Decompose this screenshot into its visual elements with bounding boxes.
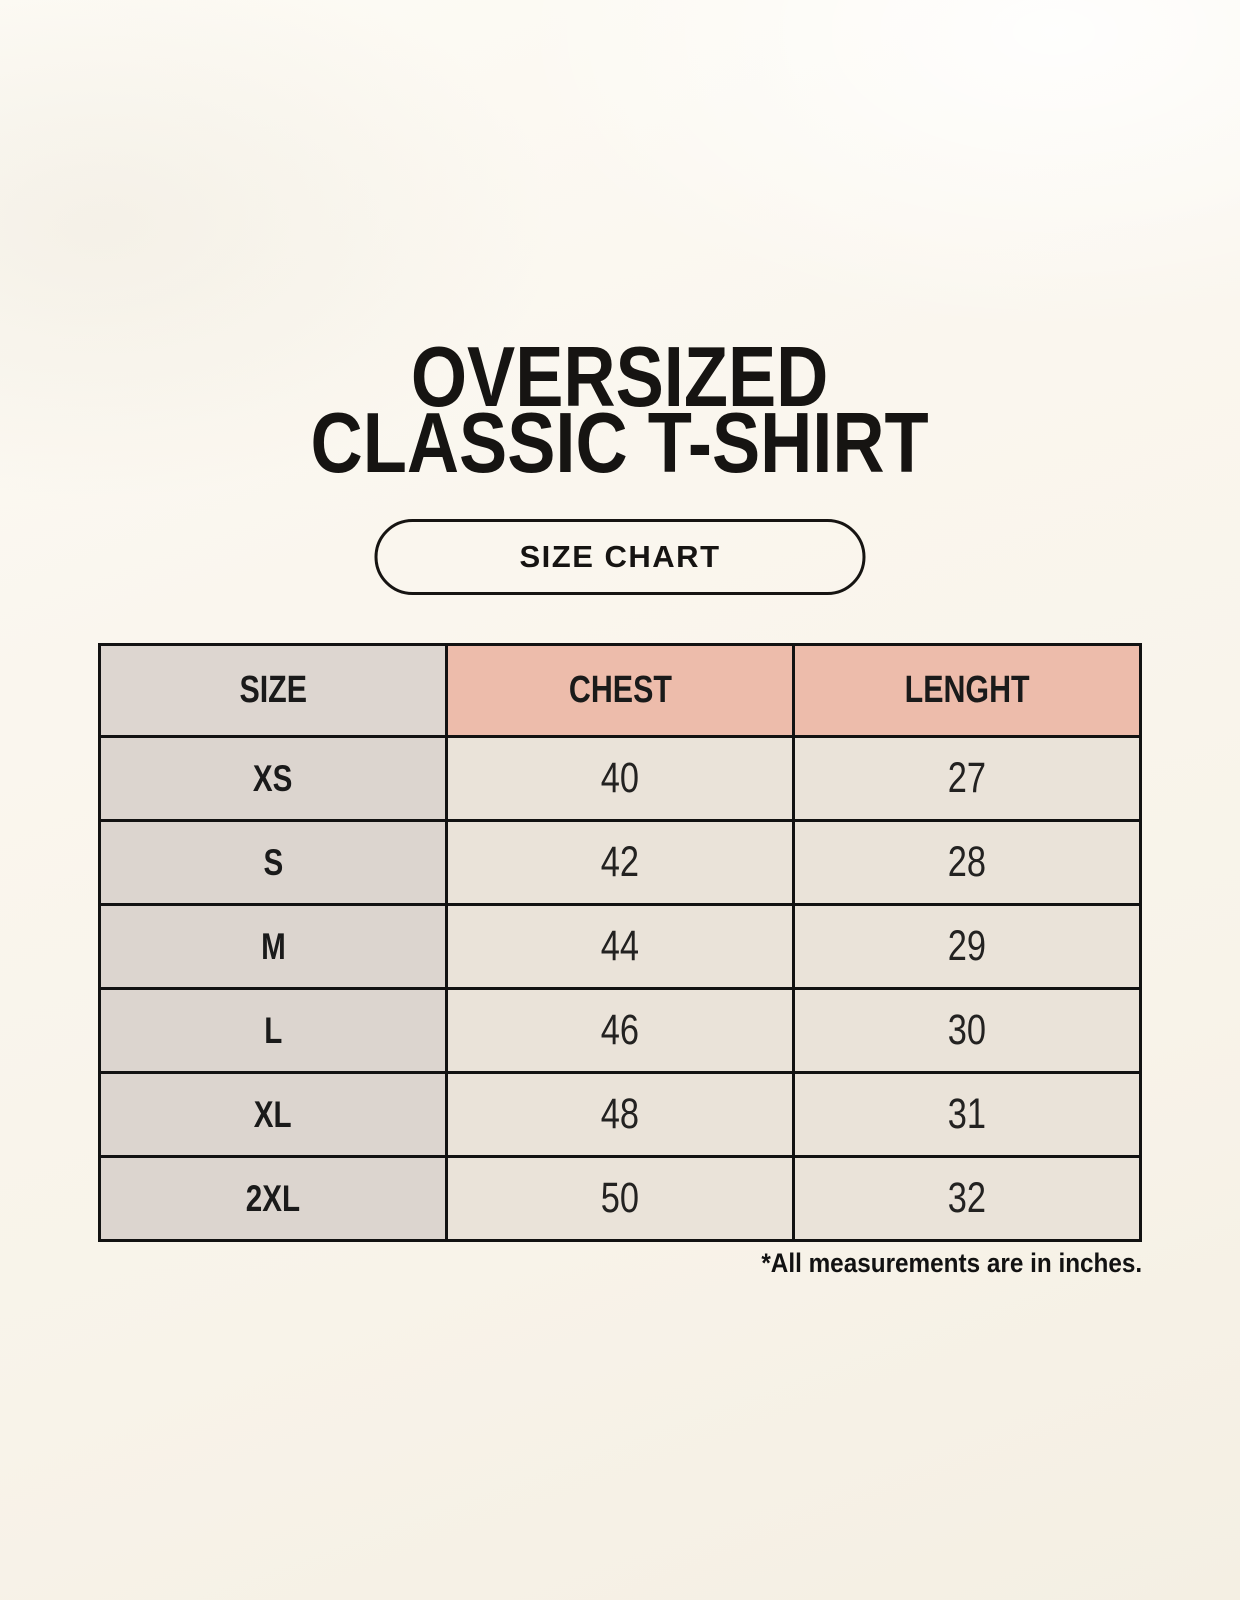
chest-value-cell: 40 — [445, 735, 795, 822]
chest-value-cell: 48 — [445, 1071, 795, 1158]
size-chart-badge: SIZE CHART — [374, 519, 866, 595]
size-chart-badge-label: SIZE CHART — [519, 539, 721, 574]
chest-value-cell: 50 — [445, 1155, 795, 1242]
title-line-1: OVERSIZED — [411, 330, 829, 425]
size-table: SIZE CHEST LENGHT XS 40 27 S 42 28 M 44 … — [98, 643, 1142, 1242]
size-label-cell: 2XL — [98, 1155, 448, 1242]
length-value-cell: 27 — [792, 735, 1142, 822]
length-value-cell: 30 — [792, 987, 1142, 1074]
size-label-cell: L — [98, 987, 448, 1074]
size-label-cell: S — [98, 819, 448, 906]
chest-value-cell: 44 — [445, 903, 795, 990]
table-header-row: SIZE CHEST LENGHT — [98, 643, 1142, 738]
column-header-chest: CHEST — [445, 643, 795, 738]
table-row: XL 48 31 — [98, 1071, 1142, 1158]
column-header-length: LENGHT — [792, 643, 1142, 738]
chest-value-cell: 42 — [445, 819, 795, 906]
table-row: L 46 30 — [98, 987, 1142, 1074]
length-value-cell: 28 — [792, 819, 1142, 906]
table-row: S 42 28 — [98, 819, 1142, 906]
chest-value-cell: 46 — [445, 987, 795, 1074]
length-value-cell: 32 — [792, 1155, 1142, 1242]
table-row: 2XL 50 32 — [98, 1155, 1142, 1242]
column-header-size: SIZE — [98, 643, 448, 738]
size-label-cell: XL — [98, 1071, 448, 1158]
size-label-cell: M — [98, 903, 448, 990]
column-header-length-label: LENGHT — [904, 669, 1030, 711]
measurements-footnote: *All measurements are in inches. — [761, 1248, 1142, 1278]
table-row: M 44 29 — [98, 903, 1142, 990]
title-line-2: CLASSIC T-SHIRT — [310, 396, 930, 491]
length-value-cell: 29 — [792, 903, 1142, 990]
page-title: OVERSIZED CLASSIC T-SHIRT — [0, 330, 1240, 491]
length-value-cell: 31 — [792, 1071, 1142, 1158]
size-label-cell: XS — [98, 735, 448, 822]
table-row: XS 40 27 — [98, 735, 1142, 822]
column-header-size-label: SIZE — [239, 669, 307, 711]
column-header-chest-label: CHEST — [568, 669, 672, 711]
